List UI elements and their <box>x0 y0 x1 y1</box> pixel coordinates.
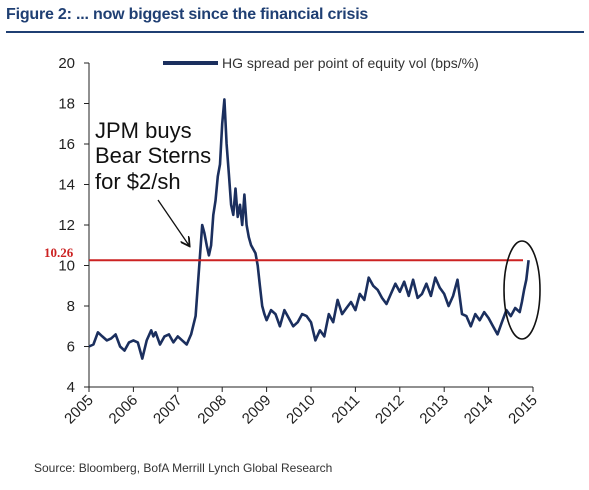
y-tick-label: 16 <box>58 136 75 153</box>
x-tick-label: 2008 <box>194 392 230 428</box>
y-tick-label: 20 <box>58 55 75 72</box>
x-tick-label: 2015 <box>505 392 541 428</box>
y-tick-label: 14 <box>58 177 75 194</box>
x-tick-label: 2010 <box>283 392 319 428</box>
annotation-line-1: JPM buys <box>95 118 192 143</box>
annotation-line-2: Bear Sterns <box>95 143 211 168</box>
x-tick-label: 2005 <box>61 392 97 428</box>
x-tick-label: 2013 <box>416 392 452 428</box>
highlight-ellipse <box>503 240 541 340</box>
y-tick-label: 4 <box>67 379 75 396</box>
x-tick-label: 2014 <box>461 392 497 428</box>
source-note: Source: Bloomberg, BofA Merrill Lynch Gl… <box>34 461 333 475</box>
title-rule <box>6 31 584 33</box>
annotation-arrow <box>157 199 189 245</box>
y-tick-label: 8 <box>67 298 75 315</box>
chart-title: Figure 2: ... now biggest since the fina… <box>6 6 369 23</box>
x-tick-label: 2007 <box>150 392 186 428</box>
y-tick-group: 4 6 8 10 12 14 16 18 20 <box>58 55 89 396</box>
legend-label: HG spread per point of equity vol (bps/%… <box>222 55 479 71</box>
y-tick-label: 10 <box>58 258 75 275</box>
y-tick-label: 12 <box>58 217 75 234</box>
annotation-line-3: for $2/sh <box>95 169 181 194</box>
x-tick-label: 2011 <box>328 392 363 427</box>
x-tick-label: 2006 <box>106 392 142 428</box>
y-tick-label: 6 <box>67 339 75 356</box>
x-tick-label: 2009 <box>239 392 275 428</box>
x-tick-label: 2012 <box>372 392 408 428</box>
reference-line-label: 10.26 <box>44 245 74 260</box>
y-tick-label: 18 <box>58 96 75 113</box>
x-tick-group: 2005 2006 2007 2008 2009 2010 2011 2012 2013 2014… <box>61 387 541 427</box>
series-line-hg-spread <box>88 98 530 360</box>
